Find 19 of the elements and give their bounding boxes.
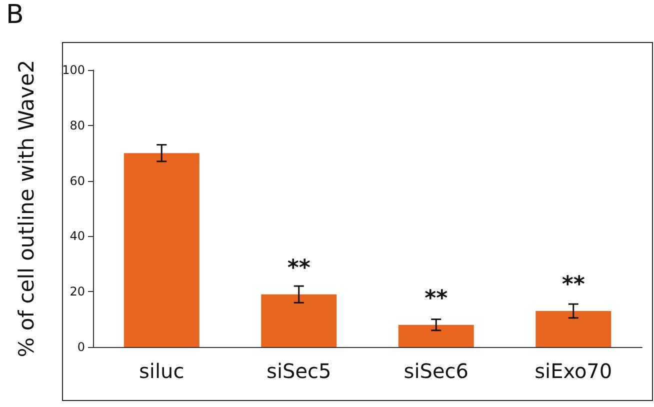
x-tick-label: siSec5	[266, 359, 332, 383]
bar	[261, 294, 337, 347]
y-tick-label: 20	[70, 284, 85, 299]
y-tick-label: 100	[62, 63, 85, 77]
y-axis-title: % of cell outline with Wave2	[14, 60, 38, 358]
text: B	[6, 0, 24, 30]
annotation: **	[562, 272, 586, 298]
y-tick-label: 40	[70, 229, 85, 244]
annotation: **	[287, 256, 311, 281]
bar	[124, 153, 200, 347]
y-tick-label: 60	[70, 174, 85, 188]
x-tick-label: siSec6	[404, 359, 468, 383]
x-tick-label: siExo70	[534, 359, 612, 383]
bar	[398, 324, 474, 347]
bar	[536, 310, 612, 347]
x-tick-label: siluc	[139, 359, 184, 383]
annotation: **	[424, 286, 448, 312]
y-tick-label: 80	[70, 118, 85, 132]
y-tick-label: 0	[77, 340, 85, 354]
